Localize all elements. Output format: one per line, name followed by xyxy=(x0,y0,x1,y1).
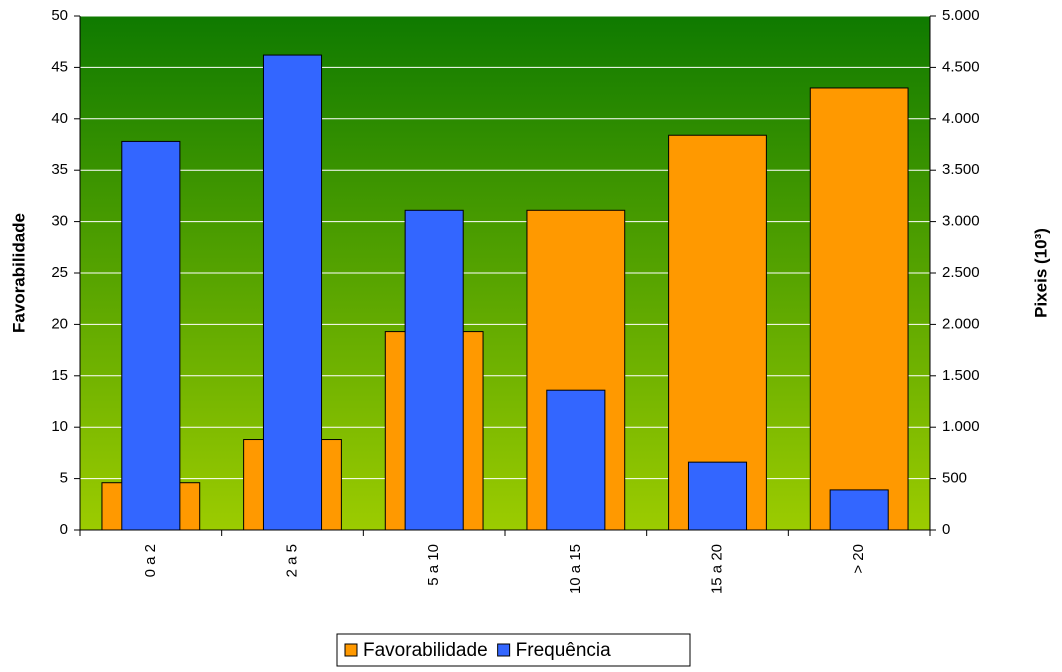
y2-tick-label: 2.000 xyxy=(942,315,980,332)
x-tick-label: 2 a 5 xyxy=(283,544,300,577)
x-tick-label: 0 a 2 xyxy=(142,544,159,577)
bar xyxy=(829,489,889,531)
y2-tick-label: 1.500 xyxy=(942,367,980,384)
y-tick-label: 40 xyxy=(51,110,68,127)
legend xyxy=(336,633,691,667)
y-tick-label: 15 xyxy=(51,367,68,384)
y-tick-label: 10 xyxy=(51,418,68,435)
y-tick-label: 25 xyxy=(51,264,68,281)
legend-swatch xyxy=(344,643,358,657)
bar xyxy=(262,54,323,531)
bar xyxy=(687,461,748,531)
y-tick-label: 50 xyxy=(51,7,68,24)
y2-tick-label: 2.500 xyxy=(942,264,980,281)
bar xyxy=(809,87,909,531)
y2-tick-label: 5.000 xyxy=(942,7,980,24)
y2-tick-label: 1.000 xyxy=(942,418,980,435)
legend-label: Favorabilidade xyxy=(363,640,488,661)
y-axis-title: Favorabilidade xyxy=(9,213,28,333)
y2-tick-label: 4.000 xyxy=(942,110,980,127)
y2-tick-label: 3.500 xyxy=(942,161,980,178)
y-tick-label: 0 xyxy=(60,521,68,538)
bar xyxy=(121,140,181,531)
legend-label: Frequência xyxy=(516,640,611,661)
y-tick-label: 5 xyxy=(60,470,68,487)
y-tick-label: 20 xyxy=(51,315,68,332)
x-tick-label: 10 a 15 xyxy=(567,544,584,594)
y-tick-label: 30 xyxy=(51,213,68,230)
y2-tick-label: 4.500 xyxy=(942,58,980,75)
bar xyxy=(404,209,464,531)
y-tick-label: 45 xyxy=(51,58,68,75)
x-tick-label: > 20 xyxy=(850,544,867,574)
y2-tick-label: 3.000 xyxy=(942,213,980,230)
y2-tick-label: 0 xyxy=(942,521,950,538)
x-tick-label: 5 a 10 xyxy=(425,544,442,586)
legend-swatch xyxy=(497,643,511,657)
x-tick-label: 15 a 20 xyxy=(708,544,725,594)
y-tick-label: 35 xyxy=(51,161,68,178)
y2-tick-label: 500 xyxy=(942,470,967,487)
bar xyxy=(546,389,606,531)
y2-axis-title: Pixeis (10³) xyxy=(1031,228,1050,318)
